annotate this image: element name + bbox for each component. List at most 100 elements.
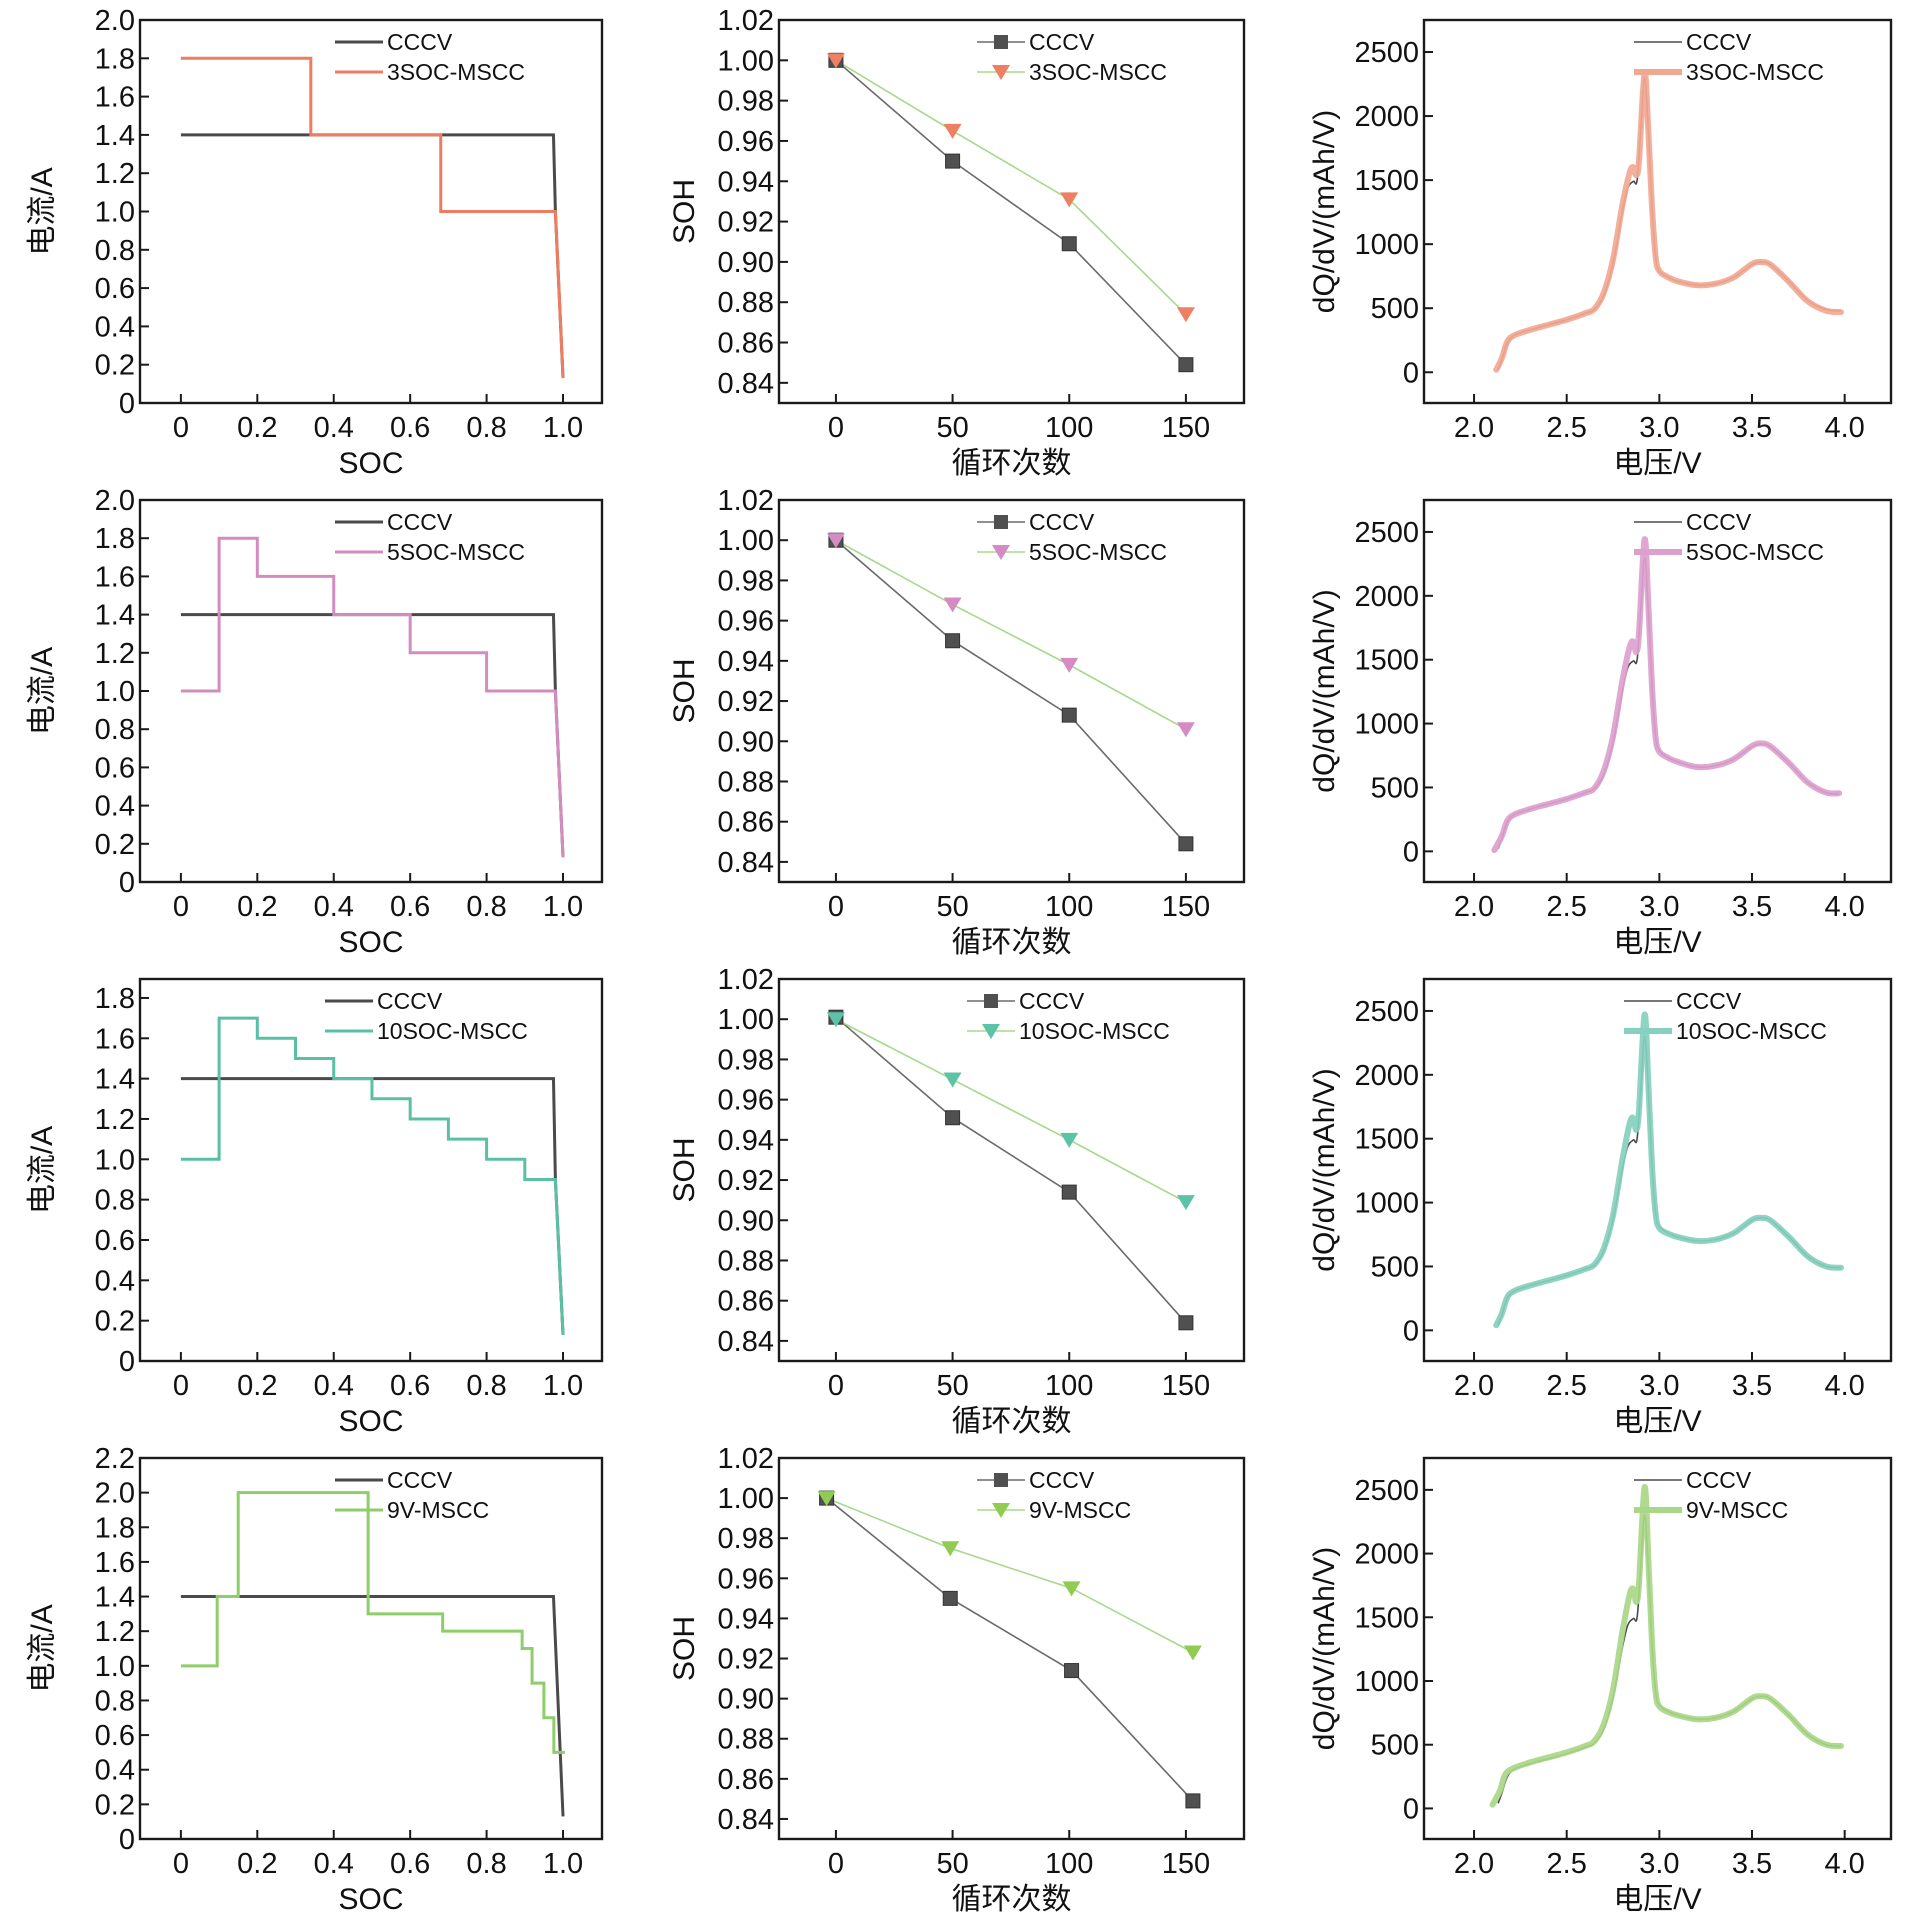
x-tick-label: 2.5 [1547, 1848, 1587, 1880]
data-point-mscc [1062, 1581, 1081, 1597]
y-tick-label: 2500 [1354, 37, 1419, 69]
y-tick-label: 0.4 [95, 1265, 135, 1297]
y-axis-title: 电流/A [26, 647, 59, 735]
x-tick-label: 50 [936, 891, 968, 923]
y-tick-label: 1.0 [95, 676, 135, 708]
legend-label: 5SOC-MSCC [1029, 539, 1167, 565]
y-tick-label: 1.2 [95, 638, 135, 670]
plot-frame [1422, 1456, 1893, 1841]
y-axis-title: 电流/A [26, 1126, 59, 1214]
series-line-cccv [180, 1077, 565, 1335]
x-tick-label: 3.0 [1639, 1370, 1679, 1402]
x-tick-label: 2.5 [1547, 412, 1587, 444]
y-axis-title: SOH [668, 1137, 701, 1202]
y-tick-label: 1500 [1354, 1602, 1419, 1634]
x-tick-label: 0.2 [237, 891, 277, 923]
y-tick-label: 1.2 [95, 158, 135, 190]
y-tick-label: 2.2 [95, 1443, 135, 1475]
data-point-cccv [1178, 836, 1194, 852]
x-tick-label: 2.0 [1454, 1370, 1494, 1402]
data-point-cccv [1061, 236, 1077, 252]
series-line-mscc [180, 1016, 565, 1335]
series-line-cccv [835, 1016, 1187, 1324]
y-tick-label: 0.90 [718, 1684, 774, 1716]
legend-marker-square [994, 515, 1008, 529]
legend-label: 3SOC-MSCC [1029, 59, 1167, 85]
plot-frame [138, 1456, 604, 1841]
y-tick-label: 1.2 [95, 1104, 135, 1136]
chart-dqdv-10soc: 2.0 2.5 3.0 3.5 4.0 0 500 1000 1500 2000 2500 电压/V d… [1308, 977, 1893, 1438]
y-tick-label: 2.0 [95, 1478, 135, 1510]
y-tick-label: 0.6 [95, 273, 135, 305]
y-tick-label: 0.98 [718, 1044, 774, 1076]
y-tick-label: 0.94 [718, 1603, 774, 1635]
data-point-mscc [1176, 307, 1195, 323]
x-axis-title: 循环次数 [952, 926, 1072, 959]
x-tick-label: 0.8 [466, 1370, 506, 1402]
data-point-mscc [1176, 1195, 1195, 1211]
y-tick-label: 0 [119, 867, 135, 899]
y-tick-label: 0.84 [718, 368, 774, 400]
legend: CCCV 10SOC-MSCC [967, 988, 1170, 1044]
legend: CCCV 3SOC-MSCC [977, 29, 1167, 85]
y-tick-label: 500 [1371, 772, 1419, 804]
chart-soh-10soc: 0 50 100 150 0.84 0.86 0.88 0.90 0.92 0.94 0.96 0.9… [668, 964, 1246, 1438]
legend-marker-square [994, 1473, 1008, 1487]
x-tick-label: 2.5 [1547, 1370, 1587, 1402]
data-point-mscc [1060, 1132, 1079, 1148]
plot-frame [777, 1456, 1246, 1841]
chart-current-5soc: 0 0.2 0.4 0.6 0.8 1.0 0 0.2 0.4 0.6 0.8 1.0 1.2 1.4 1.… [26, 485, 604, 959]
series-line-mscc [1493, 70, 1844, 373]
y-tick-label: 0.90 [718, 247, 774, 279]
y-tick-label: 1.2 [95, 1616, 135, 1648]
y-tick-label: 0.92 [718, 686, 774, 718]
y-tick-label: 0.90 [718, 1205, 774, 1237]
x-tick-label: 0.8 [466, 891, 506, 923]
y-tick-label: 1000 [1354, 1666, 1419, 1698]
x-tick-label: 0.6 [390, 891, 430, 923]
x-tick-label: 2.0 [1454, 1848, 1494, 1880]
legend-label: CCCV [377, 988, 443, 1014]
y-tick-label: 1.02 [718, 485, 774, 517]
y-tick-label: 0.88 [718, 766, 774, 798]
x-tick-label: 0.4 [314, 412, 354, 444]
y-tick-label: 1.8 [95, 523, 135, 555]
x-tick-label: 1.0 [543, 1848, 583, 1880]
y-tick-label: 500 [1371, 1251, 1419, 1283]
legend: CCCV 3SOC-MSCC [335, 29, 525, 85]
y-tick-label: 0 [1403, 1793, 1419, 1825]
chart-current-3soc: 0 0.2 0.4 0.6 0.8 1.0 0 0.2 0.4 0.6 0.8 1.0 1.2 1.4 1.… [26, 5, 604, 480]
x-axis-title: 电压/V [1613, 1883, 1701, 1915]
y-axis-title: 电流/A [26, 167, 59, 255]
legend: CCCV 3SOC-MSCC [1634, 29, 1824, 85]
y-axis-title: 电流/A [26, 1604, 59, 1692]
x-tick-label: 0 [828, 1848, 844, 1880]
x-tick-label: 4.0 [1825, 891, 1865, 923]
y-tick-label: 1.00 [718, 1483, 774, 1515]
legend: CCCV 5SOC-MSCC [335, 509, 525, 565]
legend: CCCV 10SOC-MSCC [1624, 988, 1827, 1044]
chart-soh-3soc: 0 50 100 150 0.84 0.86 0.88 0.90 0.92 0.94 0.96 0.9… [668, 5, 1246, 480]
plot-area [180, 56, 565, 379]
y-tick-label: 1.4 [95, 600, 135, 632]
x-tick-label: 3.5 [1732, 891, 1772, 923]
x-tick-label: 1.0 [543, 1370, 583, 1402]
x-tick-label: 50 [936, 1370, 968, 1402]
x-tick-label: 0.8 [466, 1848, 506, 1880]
y-tick-label: 0.98 [718, 1523, 774, 1555]
data-point-cccv [945, 1110, 961, 1126]
series-line-mscc [180, 56, 565, 379]
legend-label: 3SOC-MSCC [1686, 59, 1824, 85]
y-tick-label: 500 [1371, 1730, 1419, 1762]
data-point-mscc [943, 1072, 962, 1088]
y-tick-label: 1.6 [95, 82, 135, 114]
plot-area [1491, 536, 1843, 854]
x-tick-label: 3.5 [1732, 1848, 1772, 1880]
y-tick-label: 0.92 [718, 1644, 774, 1676]
x-tick-label: 2.0 [1454, 891, 1494, 923]
x-tick-label: 0.4 [314, 891, 354, 923]
y-tick-label: 0.92 [718, 1165, 774, 1197]
y-tick-label: 1000 [1354, 1188, 1419, 1220]
legend: CCCV 9V-MSCC [335, 1467, 489, 1523]
y-axis-title: dQ/dV/(mAh/V) [1308, 1547, 1341, 1750]
